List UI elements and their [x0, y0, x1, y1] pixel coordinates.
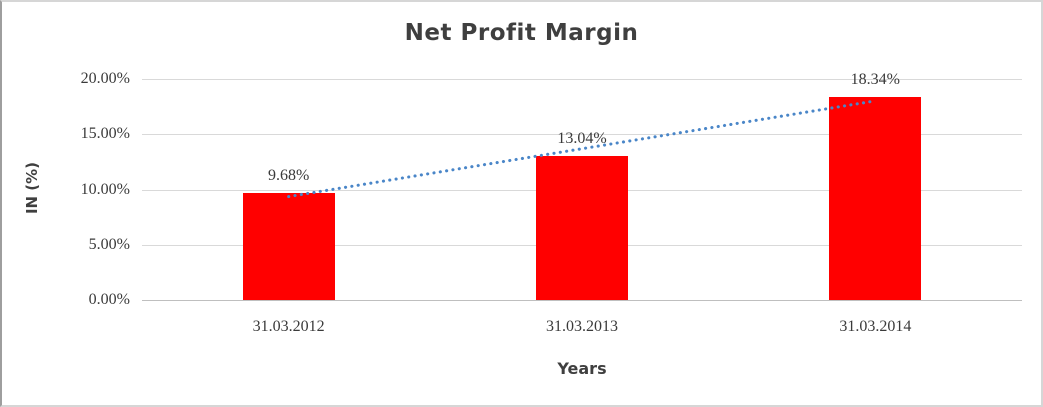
x-tick-label: 31.03.2013 [546, 318, 618, 335]
bar [242, 193, 335, 300]
y-tick-label: 20.00% [80, 70, 130, 87]
data-label: 18.34% [850, 71, 900, 89]
y-tick-label: 0.00% [88, 291, 130, 308]
bar [829, 97, 922, 300]
data-label: 13.04% [557, 129, 607, 147]
gridline [142, 79, 1022, 80]
data-label: 9.68% [267, 167, 310, 185]
y-axis-title: IN (%) [23, 161, 41, 215]
bar [536, 155, 628, 300]
x-axis-title: Years [557, 359, 607, 378]
y-tick-label: 15.00% [80, 125, 130, 143]
y-tick-label: 5.00% [88, 235, 130, 253]
chart-title: Net Profit Margin [404, 20, 639, 46]
x-tick-label: 31.03.2014 [839, 318, 912, 335]
y-tick-label: 10.00% [80, 180, 130, 198]
x-tick-label: 31.03.2012 [252, 318, 325, 335]
x-axis-line [142, 300, 1022, 301]
